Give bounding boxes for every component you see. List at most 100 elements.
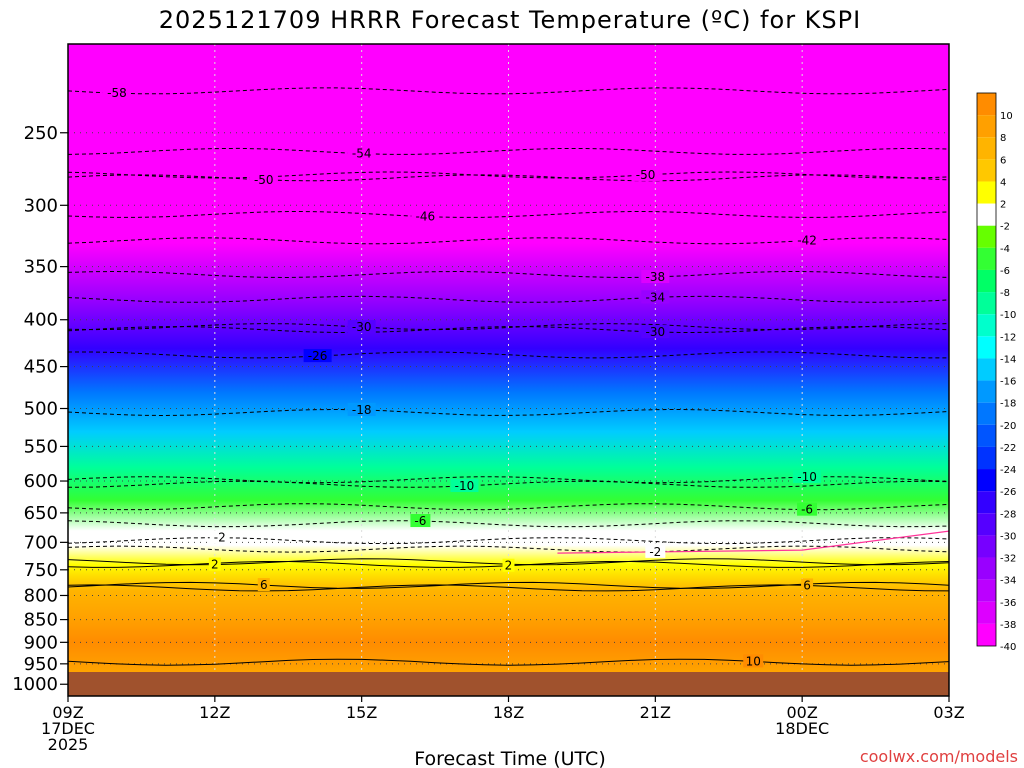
y-tick-label: 550 <box>24 436 58 457</box>
contour-label-bg <box>641 325 670 339</box>
colorbar-swatch <box>977 535 996 558</box>
colorbar-label: -30 <box>1000 531 1016 542</box>
colorbar-swatch <box>977 491 996 514</box>
contour-label: 10 <box>746 654 761 668</box>
contour-label-bg <box>641 270 670 284</box>
x-tick-label: 18DEC <box>775 719 829 738</box>
x-tick-label: 18Z <box>493 703 524 722</box>
colorbar-swatch <box>977 513 996 536</box>
colorbar-label: -6 <box>1000 266 1010 277</box>
contour-label-bg <box>209 530 230 544</box>
x-tick-label: 17DEC <box>41 719 95 738</box>
colorbar-label: -36 <box>1000 598 1016 609</box>
colorbar-label: -2 <box>1000 222 1010 233</box>
x-tick-label: 00Z <box>787 703 818 722</box>
contour-label: -58 <box>107 86 127 100</box>
contour-label: -2 <box>214 531 226 545</box>
colorbar-swatch <box>977 579 996 602</box>
colorbar-swatch <box>977 115 996 138</box>
y-tick-label: 450 <box>24 357 58 378</box>
colorbar-label: -26 <box>1000 487 1016 498</box>
contour-label: -46 <box>415 210 435 224</box>
colorbar-label: -32 <box>1000 554 1016 565</box>
y-tick-label: 650 <box>24 503 58 524</box>
contour-label-bg <box>347 320 376 334</box>
contour-label-bg <box>743 654 764 668</box>
colorbar-label: -16 <box>1000 377 1016 388</box>
contour-label-bg <box>450 478 479 492</box>
x-tick-label: 09Z <box>52 703 83 722</box>
colorbar-label: -14 <box>1000 354 1016 365</box>
contour-label-bg <box>797 502 818 516</box>
y-axis-ticks: 2503003504004505005506006507007508008509… <box>12 123 68 695</box>
y-tick-label: 950 <box>24 654 58 675</box>
contour-label-bg <box>801 578 814 592</box>
y-tick-label: 700 <box>24 532 58 553</box>
colorbar-swatch <box>977 469 996 492</box>
contour-label-bg <box>249 172 278 186</box>
x-tick-label: 03Z <box>933 703 964 722</box>
colorbar-label: -40 <box>1000 642 1016 653</box>
colorbar-swatch <box>977 93 996 116</box>
contour-label: -2 <box>649 545 661 559</box>
contour-label-bg <box>411 209 440 223</box>
contour-label-bg <box>631 167 660 181</box>
contour-label: -50 <box>636 168 656 182</box>
contour-label-bg <box>641 290 670 304</box>
colorbar-label: -28 <box>1000 509 1016 520</box>
colorbar-swatch <box>977 623 996 646</box>
colorbar-frame <box>976 92 997 647</box>
x-axis-label: Forecast Time (UTC) <box>414 748 605 768</box>
contour-label: -38 <box>646 270 666 284</box>
contour-labels: -58-54-50 -50-46-42-38-34-30 -30-26-18-10-… <box>102 86 822 668</box>
contour-label-bg <box>257 578 270 592</box>
y-tick-label: 900 <box>24 632 58 653</box>
contour-label: -6 <box>801 503 813 517</box>
colorbar-swatch <box>977 137 996 160</box>
contour-label: 2 <box>211 558 219 572</box>
colorbar-swatch <box>977 314 996 337</box>
contour-label-bg <box>347 402 376 416</box>
contour-label: -26 <box>308 349 328 363</box>
colorbar-swatch <box>977 247 996 270</box>
contour-label: -6 <box>414 514 426 528</box>
y-tick-label: 400 <box>24 310 58 331</box>
colorbar-swatch <box>977 336 996 359</box>
credit-text: coolwx.com/models <box>860 747 1018 766</box>
y-tick-label: 300 <box>24 195 58 216</box>
contour-label: -54 <box>352 147 372 161</box>
colorbar-swatch <box>977 269 996 293</box>
colorbar-label: 4 <box>1000 177 1006 188</box>
colorbar-label: -4 <box>1000 244 1010 255</box>
colorbar-swatch <box>977 225 996 248</box>
colorbar-swatch <box>977 557 996 580</box>
ground-layer <box>68 672 949 696</box>
colorbar-label: -8 <box>1000 288 1010 299</box>
colorbar-swatch <box>977 601 996 624</box>
colorbar-label: -34 <box>1000 576 1016 587</box>
y-tick-label: 500 <box>24 399 58 420</box>
x-tick-label: 12Z <box>199 703 230 722</box>
y-tick-label: 800 <box>24 585 58 606</box>
x-tick-label: 15Z <box>346 703 377 722</box>
contour-label: -30 <box>352 320 372 334</box>
contour-label-bg <box>793 469 822 483</box>
contour-label: 6 <box>803 578 811 592</box>
contour-label: 2 <box>505 559 513 573</box>
x-tick-label: 21Z <box>640 703 671 722</box>
colorbar-label: -12 <box>1000 332 1016 343</box>
colorbar-swatch <box>977 181 996 204</box>
chart-title: 2025121709 HRRR Forecast Temperature (ºC… <box>159 6 861 34</box>
colorbar-swatch <box>977 380 996 403</box>
colorbar-label: -24 <box>1000 465 1016 476</box>
contour-label-bg <box>645 544 666 558</box>
y-tick-label: 750 <box>24 560 58 581</box>
contour-label-bg <box>502 558 515 572</box>
y-tick-label: 850 <box>24 610 58 631</box>
colorbar-label: 6 <box>1000 155 1006 166</box>
contour-label: -34 <box>646 290 666 304</box>
contour-label: -10 <box>455 479 475 493</box>
colorbar: 10 8 6 4 2 -2 -4 -6 -8 -10 -12 -14 -16 -18 -20 -22 -24 -2… <box>976 92 1016 653</box>
